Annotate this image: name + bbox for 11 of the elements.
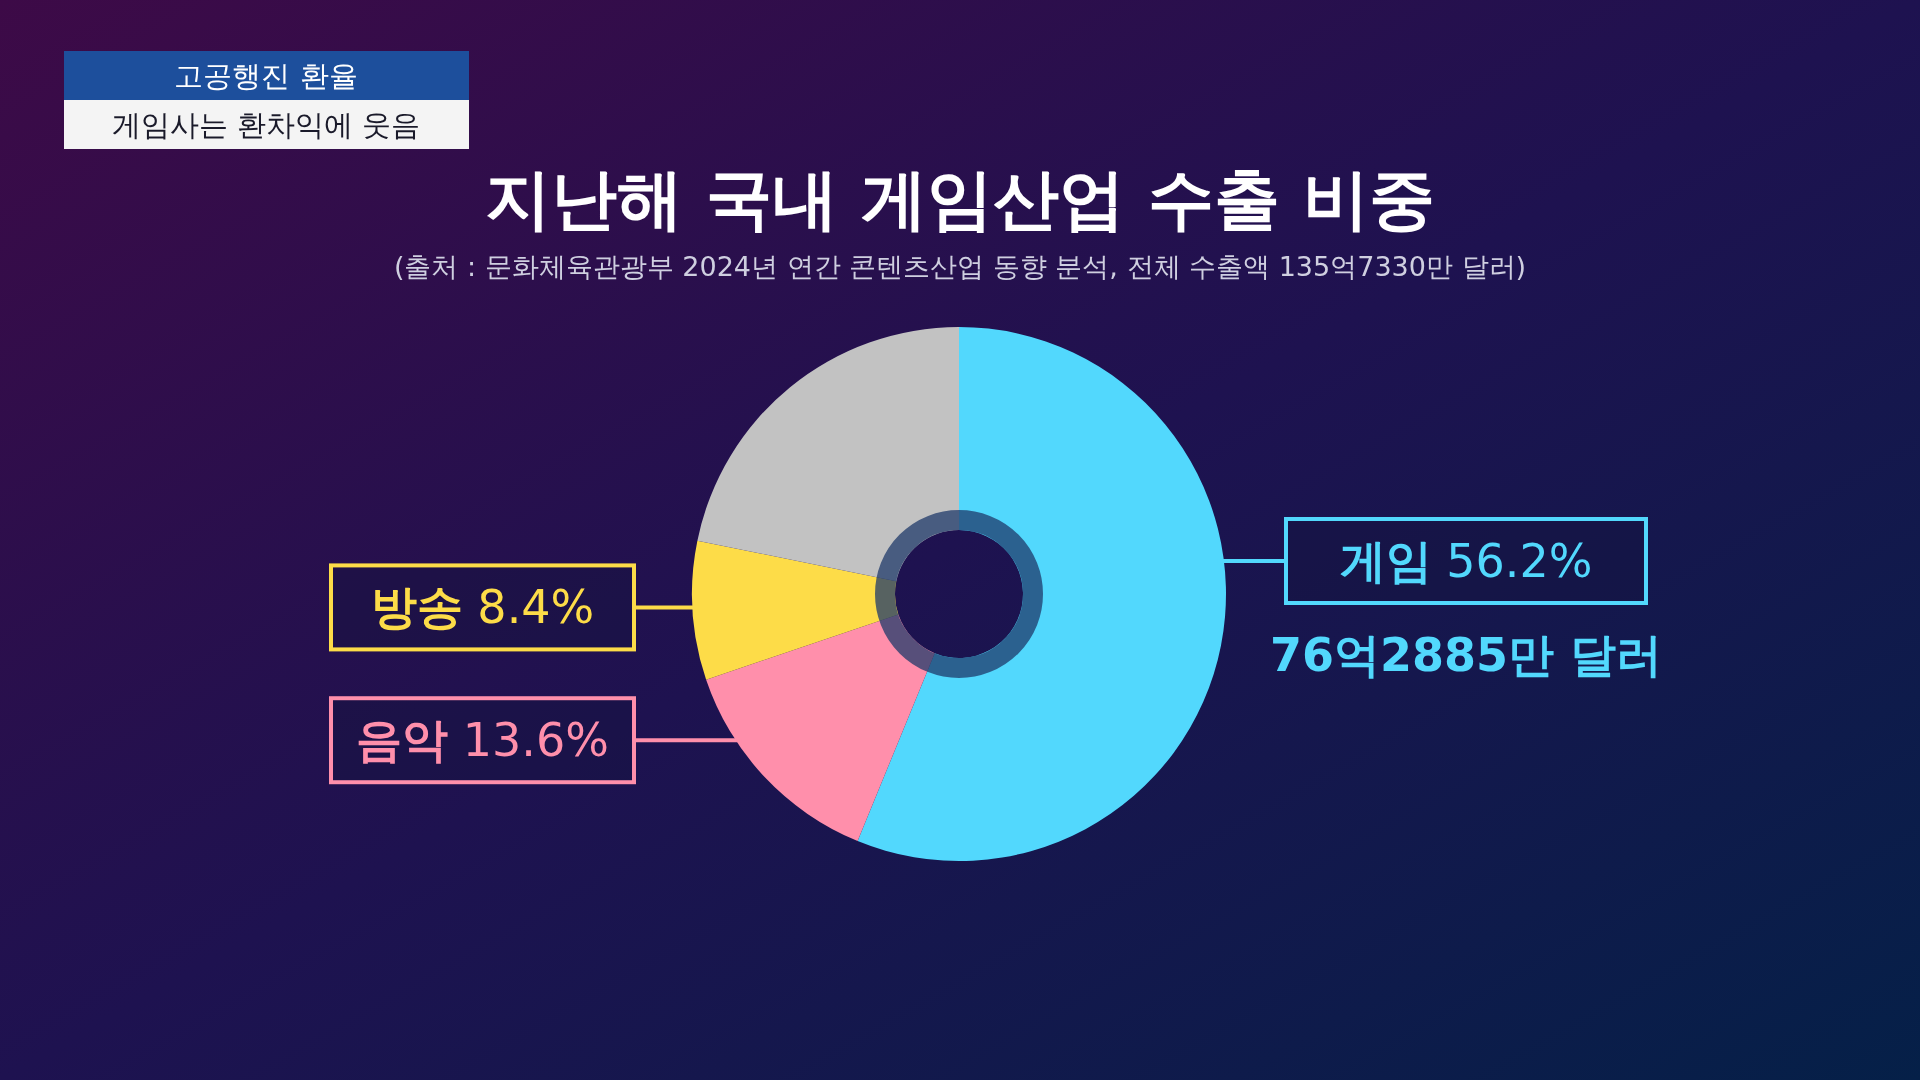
text: 고공행진 환율: [174, 59, 358, 93]
slice-label: 방송: [370, 580, 463, 635]
data-label: 8.4%: [462, 580, 595, 635]
data-label: 56.2%: [1431, 534, 1593, 588]
data-label: 13.6%: [448, 713, 609, 768]
text: 게임사는 환차익에 웃음: [111, 108, 421, 142]
text: 76억2885만 달러: [1269, 628, 1663, 682]
slice-label: 게임: [1339, 534, 1432, 588]
slice-label: 음악: [356, 713, 449, 768]
chart-subtitle: (출처 : 문화체육관광부 2024년 연간 콘텐츠산업 동향 분석, 전체 수출액 135억7330만 달러): [393, 251, 1527, 282]
chart-title: 지난해 국내 게임산업 수출 비중: [485, 161, 1435, 238]
